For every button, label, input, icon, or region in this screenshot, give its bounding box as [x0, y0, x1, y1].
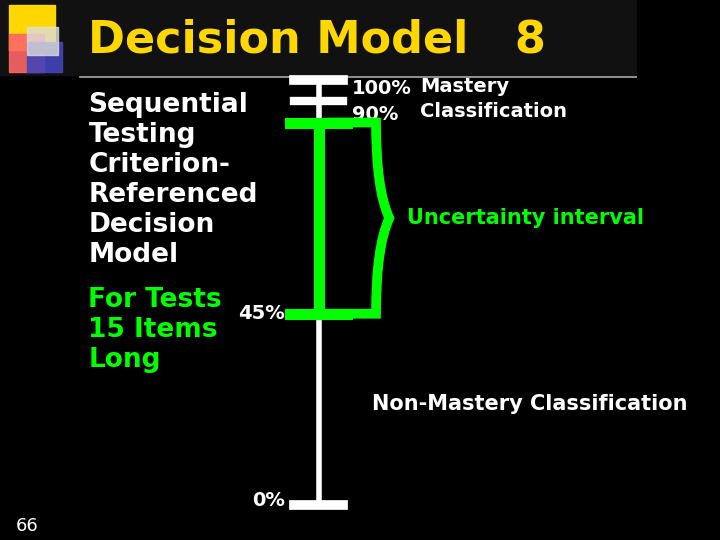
Text: 66: 66: [16, 517, 39, 535]
Bar: [9, 34, 44, 72]
Text: Long: Long: [89, 347, 161, 373]
Bar: [9, 5, 55, 50]
Text: Non-Mastery Classification: Non-Mastery Classification: [372, 394, 687, 414]
Text: Decision Model   8: Decision Model 8: [89, 18, 546, 62]
Text: Uncertainty interval: Uncertainty interval: [407, 208, 644, 228]
Text: For Tests: For Tests: [89, 287, 222, 313]
Text: 90%: 90%: [352, 105, 398, 124]
Text: 0%: 0%: [252, 490, 285, 510]
Text: Criterion-: Criterion-: [89, 152, 230, 178]
Text: Referenced: Referenced: [89, 182, 258, 208]
Text: Mastery
Classification: Mastery Classification: [420, 77, 567, 122]
Text: Decision: Decision: [89, 212, 215, 238]
Bar: [27, 42, 62, 72]
Text: Testing: Testing: [89, 122, 196, 148]
Text: 45%: 45%: [238, 304, 285, 323]
Text: Model: Model: [89, 242, 179, 268]
Bar: [0, 0, 637, 75]
Text: Sequential: Sequential: [89, 92, 248, 118]
Bar: [27, 27, 58, 55]
Text: 100%: 100%: [352, 78, 412, 98]
Text: 15 Items: 15 Items: [89, 317, 218, 343]
